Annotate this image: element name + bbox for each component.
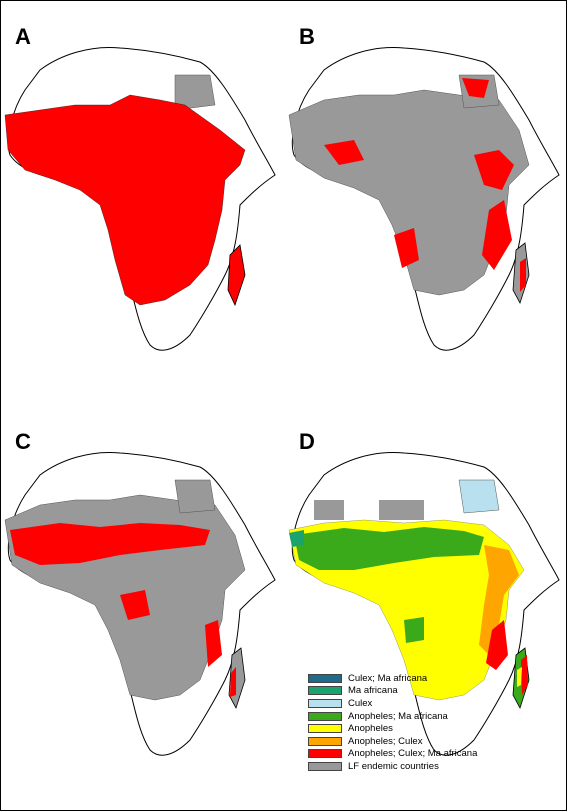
africa-map-c <box>4 451 276 756</box>
panel-label-a: A <box>15 24 31 49</box>
legend-item: Anopheles; Culex; Ma africana <box>308 748 553 761</box>
legend-swatch <box>308 711 342 721</box>
legend-swatch <box>308 698 342 708</box>
legend-label: Anopheles; Culex; Ma africana <box>348 748 478 760</box>
legend-label: Culex; Ma africana <box>348 672 428 684</box>
legend-label: Ma africana <box>348 685 398 697</box>
legend-label: LF endemic countries <box>348 760 439 772</box>
map-panel-c: C <box>4 429 276 756</box>
map-panel-a: A <box>4 24 276 351</box>
legend-label: Anopheles <box>348 723 393 735</box>
legend-item: Anopheles <box>308 722 553 735</box>
legend-item: Anopheles; Culex <box>308 735 553 748</box>
map-panel-b: B <box>288 24 560 351</box>
panel-label-b: B <box>299 24 315 49</box>
africa-map-a <box>4 46 276 351</box>
map-panel-d: D <box>288 429 560 756</box>
legend-item: LF endemic countries <box>308 760 553 773</box>
legend-swatch <box>308 686 342 696</box>
legend-item: Anopheles; Ma africana <box>308 710 553 723</box>
legend-item: Culex; Ma africana <box>308 672 553 685</box>
legend-swatch <box>308 761 342 771</box>
legend-item: Ma africana <box>308 685 553 698</box>
panel-label-d: D <box>299 429 315 454</box>
map-legend: Culex; Ma africana Ma africana Culex Ano… <box>308 672 553 773</box>
legend-swatch <box>308 673 342 683</box>
legend-label: Anopheles; Culex <box>348 735 423 747</box>
legend-item: Culex <box>308 697 553 710</box>
legend-swatch <box>308 724 342 734</box>
legend-label: Anopheles; Ma africana <box>348 710 448 722</box>
legend-swatch <box>308 736 342 746</box>
africa-map-b <box>288 46 560 351</box>
africa-map-d <box>288 451 560 756</box>
legend-swatch <box>308 749 342 759</box>
panel-label-c: C <box>15 429 31 454</box>
legend-label: Culex <box>348 697 373 709</box>
